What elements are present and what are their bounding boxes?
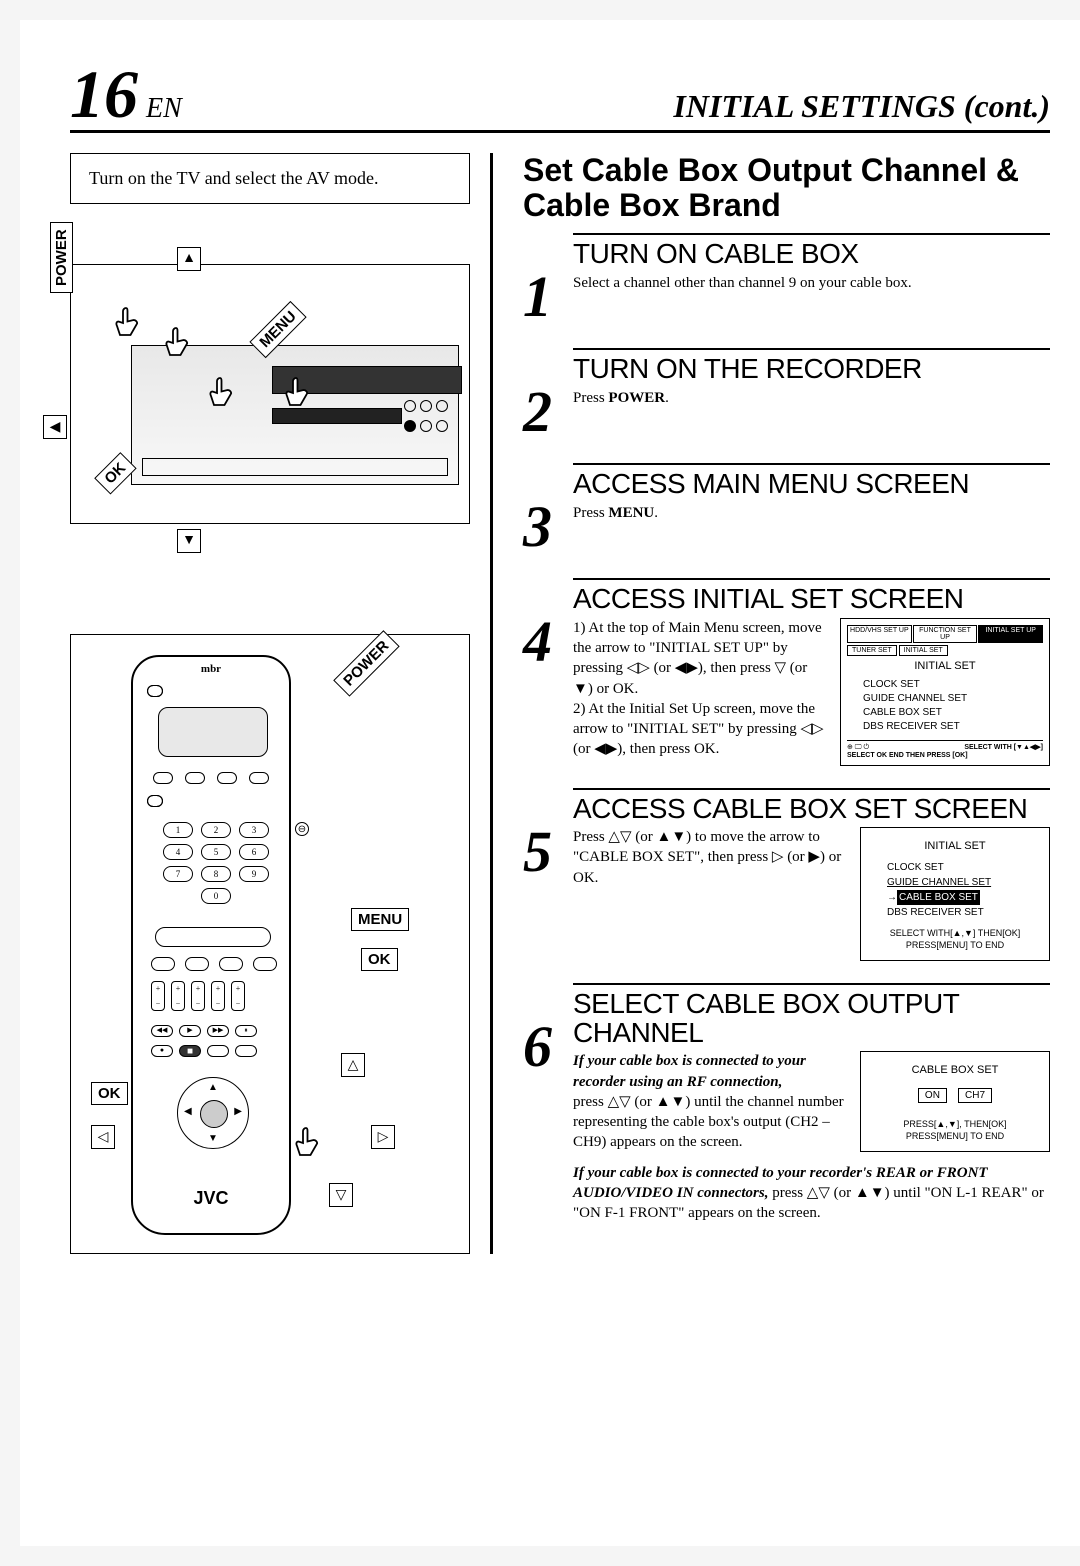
step-2-body: Press POWER. — [573, 388, 1050, 408]
step-1-body: Select a channel other than channel 9 on… — [573, 273, 1050, 293]
ok-label: OK — [96, 455, 134, 493]
left-arrow2-icon: ◁ — [91, 1125, 115, 1149]
remote-diagram: mbr 123 45 — [70, 634, 470, 1254]
step-1-title: Turn on cable box — [573, 239, 1050, 268]
down-arrow-icon: ▼ — [177, 529, 201, 553]
step-1-number: 1 — [523, 233, 573, 326]
down-arrow2-icon: ▽ — [329, 1183, 353, 1207]
remote-brand: JVC — [133, 1188, 289, 1209]
left-arrow-icon: ◀ — [43, 415, 67, 439]
step-4-title: Access Initial Set screen — [573, 584, 1050, 613]
remote-menu-label: MENU — [351, 911, 409, 928]
page-lang: EN — [146, 93, 182, 125]
remote-ok-label: OK — [91, 1085, 128, 1102]
step-3-title: Access Main Menu screen — [573, 469, 1050, 498]
step-6-after: If your cable box is connected to your r… — [573, 1163, 1050, 1224]
osd-initial-setup: HDD/VHS SET UP FUNCTION SET UP INITIAL S… — [840, 618, 1050, 766]
step-6-number: 6 — [523, 983, 573, 1224]
up-arrow2-icon: △ — [341, 1053, 365, 1077]
step-5-body: Press △▽ (or ▲▼) to move the arrow to "C… — [573, 827, 848, 888]
number-pad: 123 456 789 0 — [163, 822, 269, 904]
step-3-body: Press MENU. — [573, 503, 1050, 523]
remote-power-label: POWER — [335, 633, 397, 695]
dpad: ▲ ▼ ◀ ▶ — [177, 1077, 249, 1149]
right-arrow2-icon: ▷ — [371, 1125, 395, 1149]
step-6-title: Select cable box output channel — [573, 989, 1050, 1048]
section-title: Set Cable Box Output Channel & Cable Box… — [523, 153, 1050, 223]
osd-cable-box-set: CABLE BOX SET ON CH7 PRESS[▲,▼], THEN[OK… — [860, 1051, 1050, 1151]
tv-instruction: Turn on the TV and select the AV mode. — [70, 153, 470, 204]
osd-initial-set-list: INITIAL SET CLOCK SET GUIDE CHANNEL SET … — [860, 827, 1050, 960]
step-2-title: Turn on the recorder — [573, 354, 1050, 383]
step-5-title: Access Cable Box Set screen — [573, 794, 1050, 823]
step-4-number: 4 — [523, 578, 573, 765]
header-title: INITIAL SETTINGS (cont.) — [673, 88, 1050, 125]
step-5-number: 5 — [523, 788, 573, 961]
step-3-number: 3 — [523, 463, 573, 556]
step-6-body: If your cable box is connected to your r… — [573, 1051, 848, 1152]
recorder-diagram: POWER ▲ ◀ ▼ — [70, 264, 470, 524]
step-4-body: 1) At the top of Main Menu screen, move … — [573, 618, 828, 760]
step-2-number: 2 — [523, 348, 573, 441]
remote-brand-top: mbr — [133, 663, 289, 675]
remote-ok2-label: OK — [361, 951, 398, 968]
power-label: POWER — [53, 222, 70, 293]
up-arrow-icon: ▲ — [177, 247, 201, 271]
page-number: 16 — [70, 60, 138, 128]
